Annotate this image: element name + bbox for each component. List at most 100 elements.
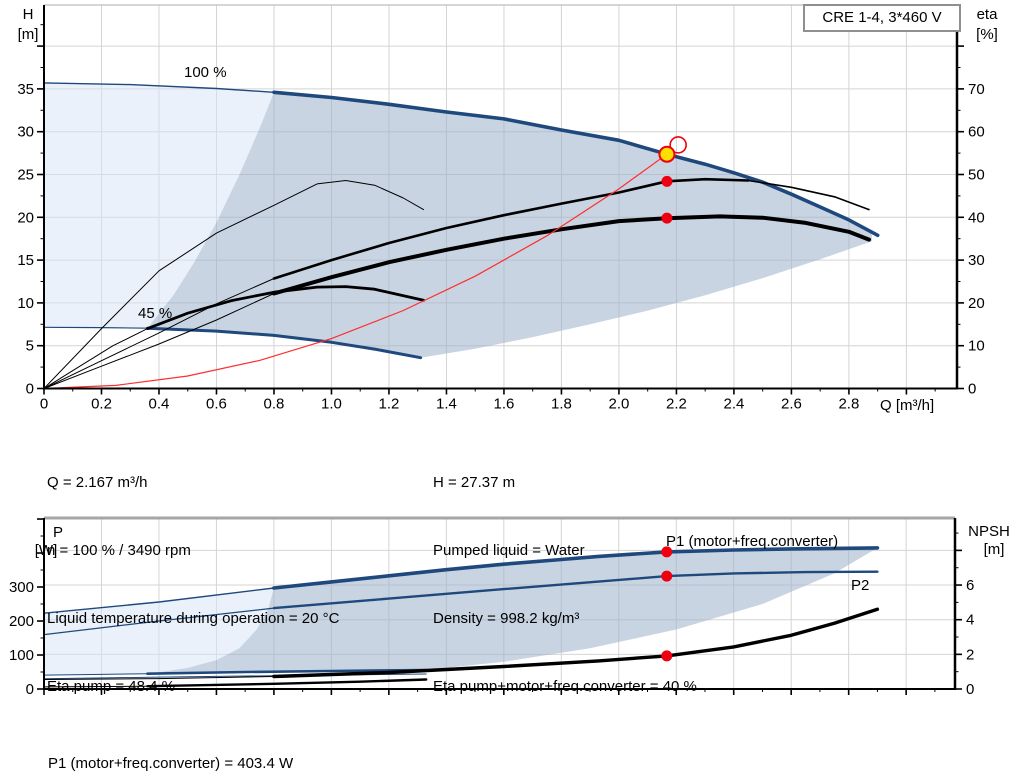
p1-curve-45 xyxy=(43,668,428,676)
p1-curve-45-segment xyxy=(146,668,428,676)
npsh-curve-100-segment xyxy=(43,676,275,680)
pump-legend-box: CRE 1-4, 3*460 V xyxy=(803,4,961,32)
left-tick-label: 15 xyxy=(17,252,34,269)
x-tick-label: 1.2 xyxy=(379,396,400,413)
eta-pump-100-segment xyxy=(272,177,750,280)
x-tick-label: 0.6 xyxy=(206,396,227,413)
results-panel: P1 (motor+freq.converter) = 403.4 W P2 =… xyxy=(48,706,293,781)
right-tick-label: 10 xyxy=(968,338,985,355)
pump-curve-45-segment xyxy=(43,326,149,329)
info-flow: Q = 2.167 m³/h xyxy=(47,474,148,492)
x-tick-label: 2.2 xyxy=(666,396,687,413)
left-axis-unit: [m] xyxy=(18,26,39,43)
x-tick-label: 2.6 xyxy=(781,396,802,413)
right-tick-label: 50 xyxy=(968,166,985,183)
eta-pump-100-segment xyxy=(747,179,870,211)
eta-pump-100-segment xyxy=(43,278,275,389)
left-tick-label: 20 xyxy=(17,209,34,226)
right-axis-unit: [m] xyxy=(984,541,1005,558)
p1-dot[interactable] xyxy=(661,546,673,558)
right-axis-unit: [%] xyxy=(976,26,998,43)
info-eta-total: Eta pump+motor+freq.converter = 40 % xyxy=(433,677,697,695)
right-tick-label: 0 xyxy=(966,681,974,698)
right-tick-label: 70 xyxy=(968,81,985,98)
eta-total-100-segment xyxy=(272,214,871,296)
right-tick-label: 60 xyxy=(968,124,985,141)
p2-curve-100 xyxy=(43,570,879,636)
x-tick-label: 1.4 xyxy=(436,396,457,413)
x-tick-label: 0.2 xyxy=(91,396,112,413)
p1-curve-100 xyxy=(43,546,880,614)
info-eta-pump: Eta pump = 48.4 % xyxy=(47,677,175,695)
left-tick-label: 35 xyxy=(17,81,34,98)
duty-info-left-column: Q = 2.167 m³/h n = 100 % / 3490 rpm Liqu… xyxy=(47,427,339,743)
npsh-curve-45 xyxy=(43,678,428,688)
info-pumped-liquid: Pumped liquid = Water xyxy=(433,541,585,559)
npsh-curve-45-segment xyxy=(146,678,428,688)
x-axis-title: Q [m³/h] xyxy=(880,397,934,414)
x-tick-label: 2.0 xyxy=(609,396,630,413)
operating-envelope-dark xyxy=(147,92,872,358)
eta-pump-dot[interactable] xyxy=(661,175,673,187)
p1-curve-label: P1 (motor+freq.converter) xyxy=(666,533,838,550)
p2-curve-100-segment xyxy=(43,607,275,636)
alternative-duty-marker[interactable] xyxy=(669,136,687,154)
pump-curve-45-segment xyxy=(146,326,423,360)
system-curve xyxy=(43,153,668,390)
right-axis-title: NPSH xyxy=(968,523,1010,540)
speed-label-45: 45 % xyxy=(138,305,172,322)
x-tick-label: 2.8 xyxy=(838,396,859,413)
left-axis-unit: [W] xyxy=(35,542,58,559)
system-curve-segment xyxy=(43,153,668,390)
p1-curve-100-segment xyxy=(272,546,880,590)
eta-total-100 xyxy=(43,214,871,389)
eta-total-45 xyxy=(43,285,425,389)
npsh-dot[interactable] xyxy=(661,650,673,662)
right-axis-title: eta xyxy=(977,6,999,23)
left-axis-title: P xyxy=(53,524,63,541)
eta-total-45-segment xyxy=(146,285,425,331)
left-tick-label: 300 xyxy=(9,579,34,596)
pump-curve-100-segment xyxy=(43,82,275,94)
x-tick-label: 0 xyxy=(40,396,48,413)
left-tick-label: 100 xyxy=(9,647,34,664)
x-tick-label: 1.6 xyxy=(494,396,515,413)
left-tick-label: 0 xyxy=(26,681,34,698)
eta-total-dot[interactable] xyxy=(661,212,673,224)
eta-total-100-segment xyxy=(43,293,275,389)
right-tick-label: 0 xyxy=(968,381,976,398)
left-tick-label: 30 xyxy=(17,124,34,141)
info-head: H = 27.37 m xyxy=(433,474,516,492)
power-envelope-light xyxy=(44,588,274,676)
left-tick-label: 200 xyxy=(9,613,34,630)
right-tick-label: 2 xyxy=(966,646,974,663)
pump-legend-label: CRE 1-4, 3*460 V xyxy=(822,9,942,26)
right-tick-label: 6 xyxy=(966,577,974,594)
power-envelope-dark xyxy=(147,547,878,674)
result-p1: P1 (motor+freq.converter) = 403.4 W xyxy=(48,755,294,772)
x-tick-label: 2.4 xyxy=(723,396,744,413)
info-speed: n = 100 % / 3490 rpm xyxy=(47,541,191,559)
eta-pump-45 xyxy=(43,180,424,389)
p2-curve-100-segment xyxy=(272,570,879,610)
x-tick-label: 1.0 xyxy=(321,396,342,413)
p1-curve-45-segment xyxy=(43,673,148,676)
right-tick-label: 20 xyxy=(968,295,985,312)
eta-pump-100 xyxy=(43,177,870,389)
right-tick-label: 4 xyxy=(966,612,974,629)
duty-point-marker[interactable] xyxy=(658,145,676,163)
speed-label-100: 100 % xyxy=(184,64,227,81)
x-tick-label: 1.8 xyxy=(551,396,572,413)
left-tick-label: 0 xyxy=(26,381,34,398)
eta-total-45-segment xyxy=(43,328,148,389)
power-npsh-chart: 0 100 200 300 0 2 4 6 P1 (motor+freq.converter) P… xyxy=(9,516,1010,698)
p2-dot[interactable] xyxy=(661,570,673,582)
left-tick-label: 5 xyxy=(26,338,34,355)
info-density: Density = 998.2 kg/m³ xyxy=(433,609,580,627)
left-tick-label: 10 xyxy=(17,295,34,312)
right-tick-label: 30 xyxy=(968,252,985,269)
duty-info-right-column: H = 27.37 m Pumped liquid = Water Densit… xyxy=(433,427,697,743)
left-axis-title: H xyxy=(23,6,34,23)
